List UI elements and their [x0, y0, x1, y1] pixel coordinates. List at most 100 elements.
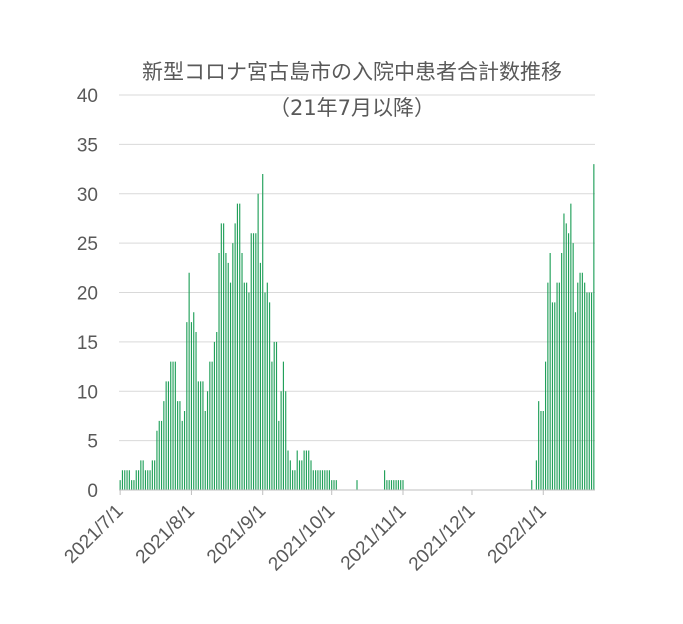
bar — [356, 480, 358, 491]
bar — [197, 381, 199, 491]
y-tick-label: 40 — [77, 86, 98, 107]
bar — [250, 233, 252, 490]
bar — [248, 292, 250, 490]
bar — [572, 243, 574, 491]
bar — [225, 253, 227, 490]
bar — [259, 262, 261, 491]
y-tick-label: 0 — [87, 481, 98, 502]
bar — [273, 341, 275, 491]
bar — [278, 420, 280, 491]
y-tick-label: 30 — [77, 185, 98, 206]
y-tick-label: 5 — [87, 432, 98, 453]
bar — [326, 470, 328, 490]
bar — [170, 361, 172, 491]
bar — [160, 420, 163, 491]
bar — [549, 253, 551, 490]
bar — [269, 302, 271, 491]
bar — [193, 312, 195, 490]
bar — [393, 480, 395, 491]
bar — [124, 470, 126, 490]
bar — [255, 233, 257, 490]
bar — [119, 480, 121, 491]
bar — [151, 460, 153, 491]
bar — [303, 450, 305, 490]
bar — [172, 361, 174, 491]
bar — [554, 302, 556, 491]
bar — [271, 361, 273, 491]
x-tick-label: 2022/1/1 — [484, 501, 551, 568]
bar — [140, 460, 142, 491]
bar — [590, 292, 593, 490]
bar — [209, 361, 211, 491]
bar — [547, 282, 549, 491]
bar — [581, 272, 583, 490]
bar — [395, 480, 397, 491]
bar — [131, 480, 133, 491]
bar — [538, 401, 540, 491]
bar — [188, 272, 190, 490]
bar — [333, 480, 335, 491]
bar — [165, 381, 167, 491]
x-tick-label: 2021/9/1 — [203, 501, 270, 568]
bar — [296, 450, 298, 490]
bar — [588, 292, 590, 490]
bar — [133, 480, 135, 491]
bar — [315, 470, 317, 490]
x-tick-label: 2021/11/1 — [337, 501, 411, 575]
bar — [301, 460, 303, 491]
bar — [200, 381, 202, 491]
y-tick-label: 25 — [77, 234, 98, 255]
gridlines — [119, 94, 595, 442]
bar — [142, 460, 144, 491]
bar — [402, 480, 404, 491]
bar — [229, 282, 232, 491]
bar — [542, 411, 544, 490]
bar — [149, 470, 151, 490]
bar — [154, 460, 156, 491]
bar — [280, 391, 282, 490]
bar — [243, 282, 245, 491]
bar — [312, 470, 314, 490]
bar — [294, 470, 296, 490]
bar — [147, 470, 149, 490]
bar — [556, 282, 558, 491]
bar — [544, 361, 547, 491]
bar — [390, 480, 393, 491]
bar — [232, 243, 234, 491]
bar — [574, 312, 577, 490]
bar — [204, 411, 206, 490]
bar — [177, 401, 179, 491]
bar — [397, 480, 399, 491]
bar — [227, 262, 229, 491]
bar — [308, 450, 310, 490]
bar — [137, 470, 140, 490]
bar — [135, 470, 137, 490]
bar — [400, 480, 402, 491]
bar — [584, 282, 586, 491]
bar — [305, 450, 307, 490]
bar — [220, 223, 222, 491]
bar — [551, 302, 554, 491]
bar — [236, 203, 238, 491]
bar — [266, 282, 268, 491]
bars — [119, 164, 595, 491]
bar — [121, 470, 124, 490]
bar — [331, 480, 333, 491]
bar — [239, 203, 241, 491]
bar — [218, 253, 220, 490]
bar — [195, 332, 197, 490]
bar — [386, 480, 388, 491]
bar — [181, 420, 183, 491]
bar — [579, 272, 581, 490]
bar — [535, 460, 537, 491]
bar — [156, 430, 158, 490]
bar — [565, 223, 567, 491]
bar — [285, 391, 287, 490]
bar — [570, 203, 572, 491]
bar — [190, 322, 193, 491]
bar — [289, 460, 291, 491]
bar — [563, 213, 565, 490]
bar — [586, 292, 588, 490]
bar — [567, 233, 570, 490]
